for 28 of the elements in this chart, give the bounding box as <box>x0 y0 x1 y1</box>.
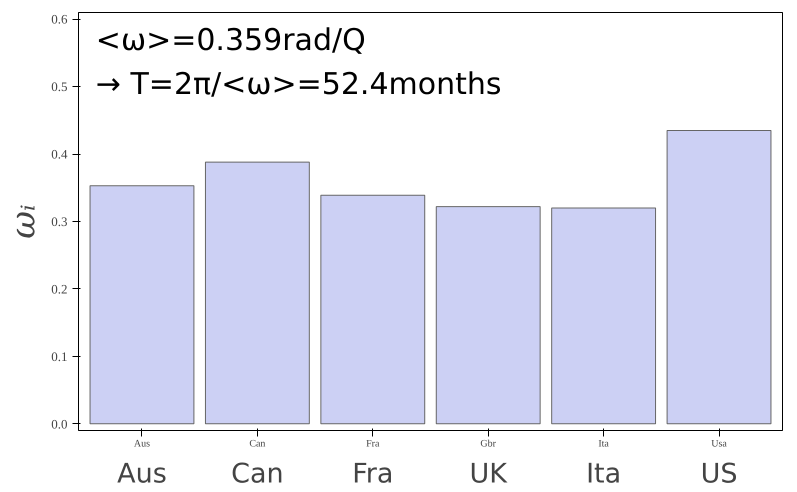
y-tick-label: 0.5 <box>51 79 68 94</box>
text: Usa <box>711 438 728 450</box>
annotation: → T=2π/<ω>=52.4months <box>96 67 502 102</box>
x-tick-label: Ita <box>586 458 622 490</box>
bar <box>436 206 541 424</box>
x-tick-label: Fra <box>352 458 394 490</box>
y-tick-label: 0.2 <box>51 281 68 296</box>
bar <box>320 194 426 424</box>
annotation: <ω>=0.359rad/Q <box>96 23 366 58</box>
y-tick-label: 0.4 <box>51 146 68 162</box>
bar <box>204 162 310 424</box>
x-tick-label: Aus <box>117 458 167 490</box>
bar <box>90 185 194 424</box>
y-axis-title: ωᵢ <box>3 204 44 239</box>
y-tick-label: 0.1 <box>51 348 68 364</box>
x-tick-label: UK <box>469 458 508 490</box>
y-tick-label: 0.6 <box>51 12 68 27</box>
y-tick-label: 0.3 <box>51 214 68 229</box>
bar <box>551 208 656 424</box>
y-tick-label: 0.0 <box>51 416 68 432</box>
text: Can <box>249 438 266 450</box>
bar <box>666 130 772 424</box>
text: Aus <box>134 438 150 450</box>
text: Fra <box>366 438 380 450</box>
x-tick-label: Can <box>231 458 284 490</box>
x-tick-label: US <box>700 458 738 490</box>
text: Gbr <box>480 438 497 450</box>
text: Ita <box>598 438 610 450</box>
